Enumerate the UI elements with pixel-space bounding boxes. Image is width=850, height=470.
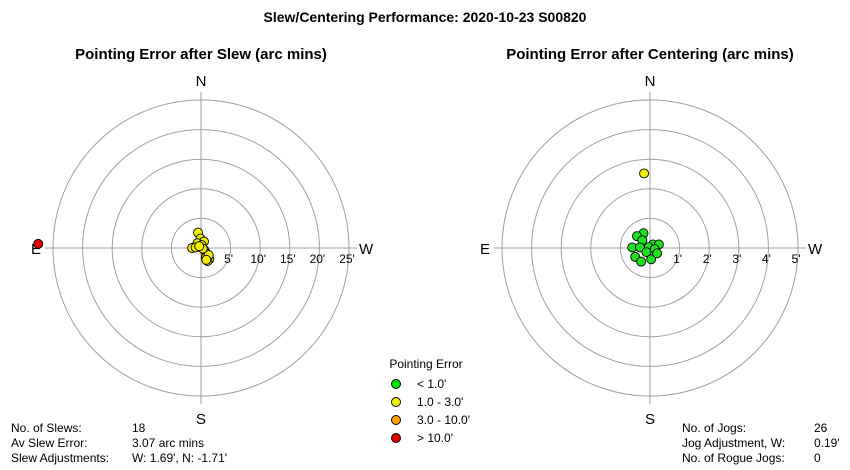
ring-label: 4'	[762, 252, 771, 266]
stat-value: W: 1.69', N: -1.71'	[132, 451, 227, 465]
legend-label: 3.0 - 10.0'	[417, 413, 470, 427]
ring-label: 2'	[703, 252, 712, 266]
legend-title: Pointing Error	[389, 357, 462, 371]
stat-value: 18	[132, 421, 146, 435]
south-label: S	[645, 411, 655, 428]
stat-value: 0	[814, 451, 821, 465]
data-point	[194, 241, 205, 252]
stat-label: Av Slew Error:	[11, 436, 87, 450]
centering-polar-plot: Pointing Error after Centering (arc mins…	[480, 46, 840, 465]
data-point	[33, 238, 44, 249]
legend-marker	[391, 397, 401, 407]
north-label: N	[645, 73, 656, 90]
chart-title: Slew/Centering Performance: 2020-10-23 S…	[264, 9, 587, 25]
data-point	[646, 254, 657, 265]
ring-label: 3'	[732, 252, 741, 266]
ring-label: 25'	[339, 252, 355, 266]
stat-value: 0.19'	[814, 436, 840, 450]
ring-label: 5'	[224, 252, 233, 266]
east-label: E	[480, 241, 490, 258]
stat-label: No. of Jogs:	[682, 421, 746, 435]
ring-label: 20'	[310, 252, 326, 266]
legend-label: > 10.0'	[417, 431, 453, 445]
legend-label: 1.0 - 3.0'	[417, 395, 463, 409]
data-point	[201, 254, 212, 265]
stat-value: 3.07 arc mins	[132, 436, 204, 450]
data-point	[639, 168, 650, 179]
east-label: E	[31, 241, 41, 258]
plot-title: Pointing Error after Centering (arc mins…	[506, 46, 794, 63]
legend: Pointing Error < 1.0' 1.0 - 3.0' 3.0 - 10.0…	[389, 357, 470, 445]
plot-title: Pointing Error after Slew (arc mins)	[75, 46, 327, 63]
ring-label: 15'	[280, 252, 296, 266]
west-label: W	[359, 241, 374, 258]
north-label: N	[196, 73, 207, 90]
stat-value: 26	[814, 421, 828, 435]
data-point	[652, 248, 663, 259]
legend-marker	[391, 415, 401, 425]
slew-polar-plot: Pointing Error after Slew (arc mins) N S E W…	[11, 46, 374, 465]
legend-marker	[391, 379, 401, 389]
ring-label: 5'	[792, 252, 801, 266]
legend-label: < 1.0'	[417, 377, 446, 391]
ring-label: 1'	[673, 252, 682, 266]
data-point	[636, 256, 647, 267]
legend-marker	[391, 433, 401, 443]
south-label: S	[196, 411, 206, 428]
stat-label: No. of Slews:	[11, 421, 82, 435]
ring-label: 10'	[250, 252, 266, 266]
stat-label: Slew Adjustments:	[11, 451, 109, 465]
stat-label: No. of Rogue Jogs:	[682, 451, 785, 465]
west-label: W	[808, 241, 823, 258]
stat-label: Jog Adjustment, W:	[682, 436, 785, 450]
